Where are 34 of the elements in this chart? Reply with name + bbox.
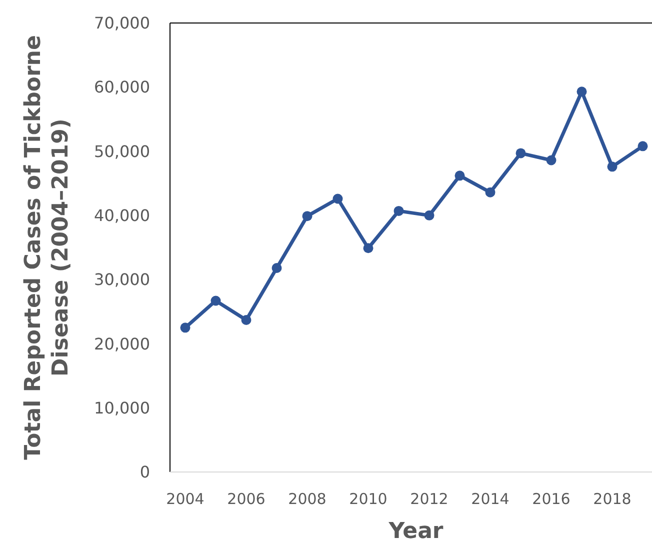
y-tick-label: 20,000 — [94, 334, 150, 354]
x-tick-label: 2018 — [593, 490, 632, 508]
y-tick-label: 30,000 — [94, 270, 150, 290]
point — [546, 155, 556, 166]
point — [302, 211, 312, 222]
point — [210, 296, 221, 306]
point — [638, 141, 648, 152]
point — [332, 194, 343, 204]
x-tick-label: 2016 — [532, 490, 570, 508]
point — [424, 210, 434, 220]
point — [576, 86, 587, 97]
x-tick-label: 2006 — [227, 490, 266, 508]
y-tick-label: 40,000 — [94, 206, 150, 226]
x-tick-label: 2008 — [288, 490, 326, 508]
x-axis-title: Year — [388, 519, 444, 542]
y-tick-label: 50,000 — [94, 142, 150, 161]
point — [454, 170, 465, 181]
y-tick-label: 60,000 — [94, 78, 150, 97]
y-tick-label: 10,000 — [94, 398, 150, 418]
y-axis-title: Total Reported Cases of Tickborne Disease (2004–2019) — [21, 35, 74, 460]
point — [607, 162, 618, 172]
y-tick-label: 70,000 — [94, 14, 150, 33]
x-tick-label: 2012 — [410, 490, 448, 508]
x-tick-label: 2004 — [166, 490, 204, 508]
point — [241, 314, 252, 325]
point — [180, 322, 190, 333]
point — [394, 206, 404, 216]
y-tick-label: 0 — [140, 462, 150, 482]
point — [485, 187, 496, 198]
point — [516, 148, 526, 158]
point — [272, 263, 282, 274]
point — [363, 243, 374, 254]
x-tick-label: 2014 — [471, 490, 510, 508]
x-tick-label: 2010 — [349, 490, 388, 508]
